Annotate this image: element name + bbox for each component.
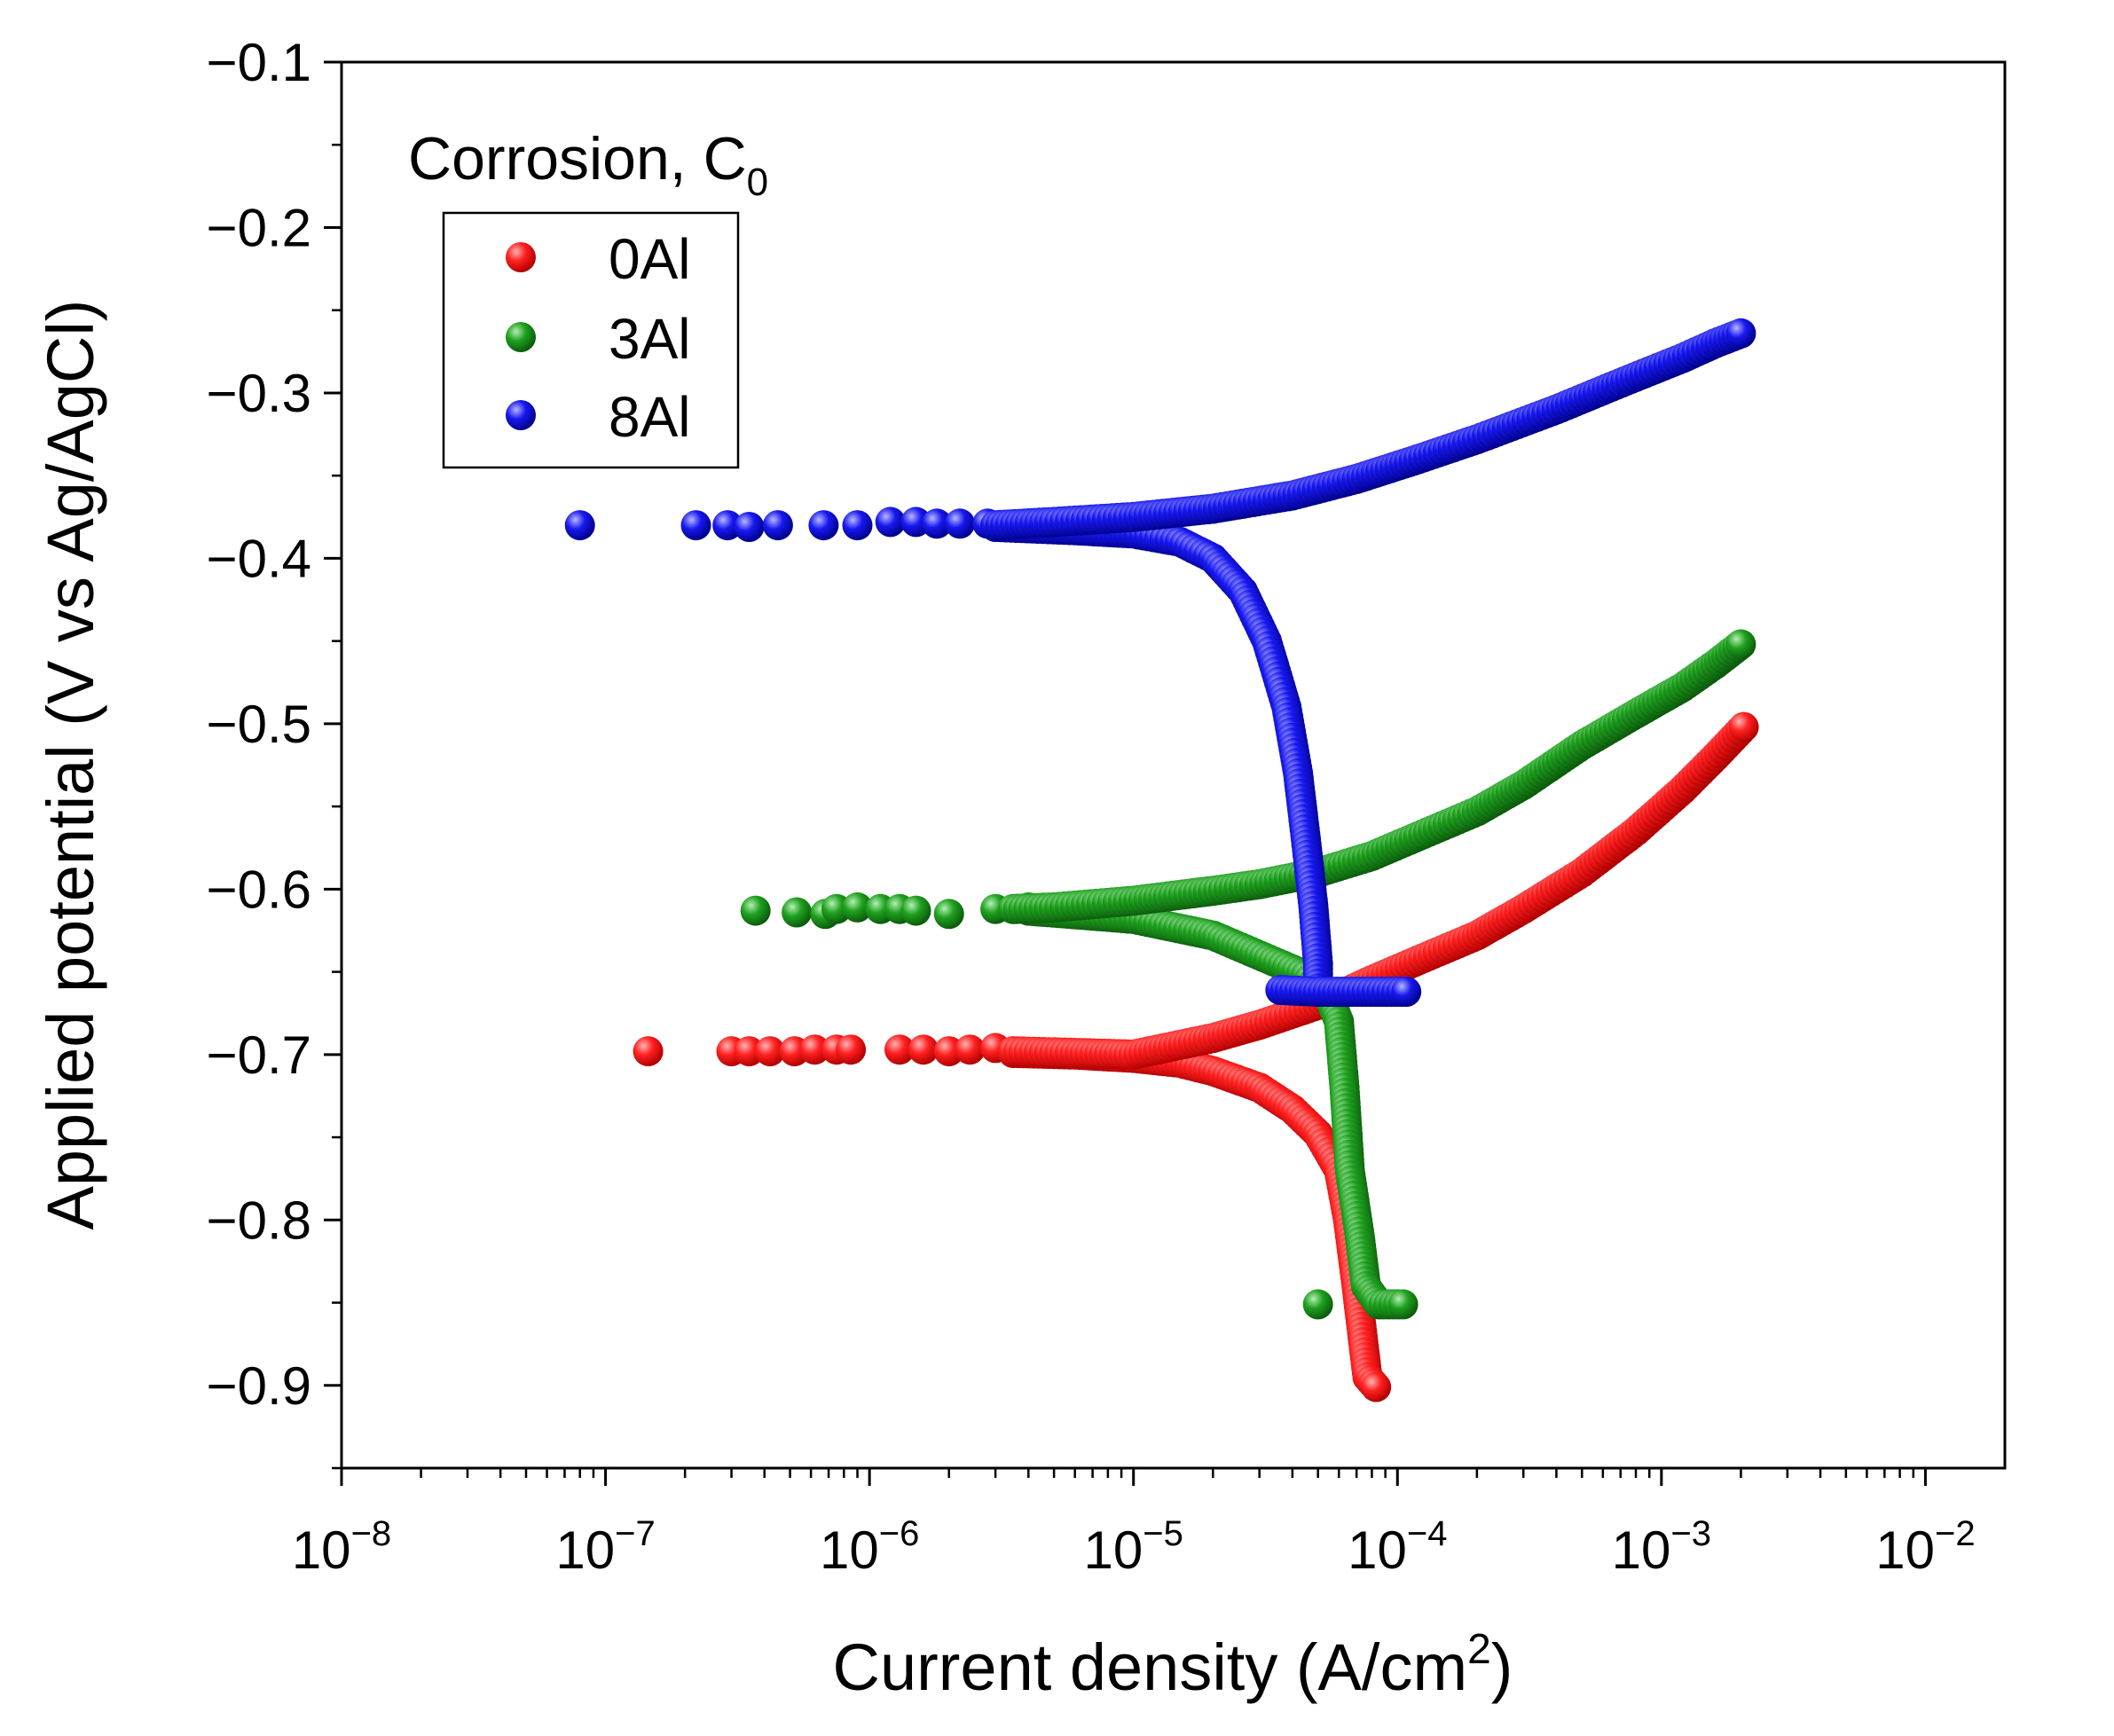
data-point-0Al-anodic xyxy=(1728,711,1759,742)
data-point-0Al-isolated xyxy=(908,1034,939,1065)
legend-label-8Al: 8Al xyxy=(609,385,691,449)
data-point-3Al-isolated xyxy=(842,892,873,923)
legend-marker-0Al xyxy=(506,242,536,272)
x-tick-label: 10−3 xyxy=(1612,1514,1711,1580)
y-tick-label: −0.5 xyxy=(207,695,311,754)
x-axis-label: Current density (A/cm2) xyxy=(833,1626,1513,1704)
data-point-3Al-cathodic xyxy=(1387,1289,1419,1320)
x-axis-ticks: 10−8 10−7 10−6 10−5 10−4 10−3 10−2 xyxy=(292,1468,1976,1580)
legend-label-3Al: 3Al xyxy=(609,307,691,371)
x-axis-label-superscript: 2 xyxy=(1467,1626,1491,1673)
data-point-3Al-isolated xyxy=(740,895,771,926)
data-point-8Al-isolated xyxy=(922,508,953,539)
data-point-8Al-isolated xyxy=(875,507,906,538)
y-axis-ticks: −0.1 −0.2 −0.3 −0.4 −0.5 −0.6 −0.7 −0.8 −0.9 xyxy=(207,33,342,1470)
data-point-8Al-isolated xyxy=(808,510,839,541)
y-tick-label: −0.9 xyxy=(207,1356,311,1416)
data-point-8Al-isolated xyxy=(762,510,793,541)
data-point-3Al-isolated xyxy=(900,895,931,926)
data-point-0Al-isolated xyxy=(884,1034,915,1065)
series-0Al xyxy=(633,711,1759,1402)
x-tick-label: 10−2 xyxy=(1875,1514,1975,1580)
legend: 0Al 3Al 8Al xyxy=(442,211,740,469)
legend-box xyxy=(442,211,740,469)
data-point-0Al-isolated xyxy=(633,1036,664,1067)
data-point-0Al-isolated xyxy=(836,1034,867,1065)
data-point-8Al-isolated xyxy=(734,512,765,542)
x-tick-label: 10−6 xyxy=(820,1514,919,1580)
series-3Al xyxy=(740,629,1756,1320)
annotation-subscript: 0 xyxy=(747,161,768,204)
annotation-text: Corrosion, C0 xyxy=(408,125,768,204)
series-layer xyxy=(564,318,1759,1402)
y-tick-label: −0.1 xyxy=(207,33,311,92)
data-point-3Al-anodic xyxy=(1725,629,1756,660)
y-tick-label: −0.7 xyxy=(207,1025,311,1085)
y-tick-label: −0.4 xyxy=(207,529,311,588)
legend-marker-8Al xyxy=(506,400,536,430)
data-point-8Al-anodic xyxy=(1725,318,1756,349)
legend-label-0Al: 0Al xyxy=(609,227,691,291)
data-point-0Al-isolated xyxy=(755,1036,785,1067)
data-point-8Al-isolated xyxy=(945,508,975,539)
data-point-8Al-segment xyxy=(1391,977,1422,1007)
data-point-0Al-cathodic xyxy=(1361,1371,1392,1402)
y-tick-label: −0.3 xyxy=(207,364,311,423)
x-tick-label: 10−8 xyxy=(292,1514,391,1580)
legend-marker-3Al xyxy=(506,322,536,352)
y-tick-label: −0.8 xyxy=(207,1190,311,1250)
data-point-8Al-isolated xyxy=(842,510,873,541)
data-point-8Al-isolated xyxy=(712,510,743,541)
data-point-8Al-isolated xyxy=(564,510,595,541)
x-tick-label: 10−5 xyxy=(1084,1514,1183,1580)
series-8Al xyxy=(564,318,1756,1007)
data-point-3Al-isolated xyxy=(933,899,964,930)
y-tick-label: −0.2 xyxy=(207,198,311,257)
data-point-3Al-isolated xyxy=(1302,1289,1333,1320)
data-point-8Al-isolated xyxy=(680,510,711,541)
y-tick-label: −0.6 xyxy=(207,860,311,919)
data-point-0Al-isolated xyxy=(799,1034,830,1065)
data-point-0Al-isolated xyxy=(734,1036,765,1067)
x-tick-label: 10−4 xyxy=(1348,1514,1447,1580)
data-point-0Al-isolated xyxy=(955,1034,986,1065)
x-tick-label: 10−7 xyxy=(555,1514,655,1580)
plot-frame xyxy=(340,60,2007,1470)
y-axis-label: Applied potential (V vs Ag/AgCl) xyxy=(34,300,107,1230)
data-point-3Al-isolated xyxy=(782,897,813,928)
x-axis-label-end: ) xyxy=(1491,1630,1513,1704)
